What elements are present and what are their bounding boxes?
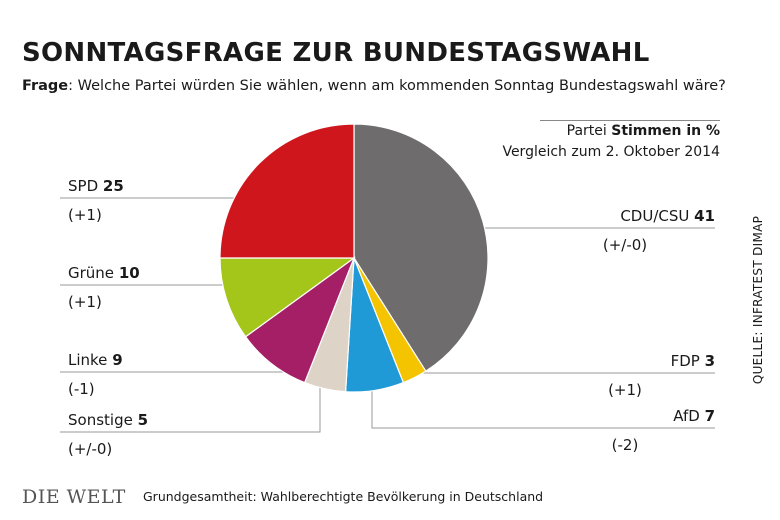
footer-note: Grundgesamtheit: Wahlberechtigte Bevölke… (143, 489, 544, 504)
slice-label-cdu-csu: CDU/CSU 41 (620, 207, 715, 225)
die-welt-logo: DIE WELT (22, 486, 126, 508)
question-line: Frage: Welche Partei würden Sie wählen, … (22, 78, 726, 94)
chart-title: SONNTAGSFRAGE ZUR BUNDESTAGSWAHL (22, 38, 650, 68)
slice-label-grüne: Grüne 10 (68, 264, 140, 282)
legend-line-1: Partei Stimmen in % (502, 121, 720, 142)
legend-party-label: Partei (566, 123, 612, 139)
slice-change-fdp: (+1) (608, 381, 642, 399)
pie-slice-spd (219, 123, 355, 259)
legend-header: Partei Stimmen in % Vergleich zum 2. Okt… (502, 120, 720, 163)
question-text: : Welche Partei würden Sie wählen, wenn … (68, 78, 726, 94)
slice-change-afd: (-2) (612, 436, 639, 454)
leader-line-sonstige (60, 384, 321, 433)
legend-rule (540, 120, 720, 121)
legend-comparison: Vergleich zum 2. Oktober 2014 (502, 144, 720, 160)
slice-change-spd: (+1) (68, 206, 102, 224)
legend-votes-label: Stimmen in % (611, 123, 720, 139)
slice-label-afd: AfD 7 (673, 407, 715, 425)
slice-label-sonstige: Sonstige 5 (68, 411, 148, 429)
pie-slice-grüne (219, 257, 356, 338)
slice-label-linke: Linke 9 (68, 351, 123, 369)
question-label: Frage (22, 78, 69, 94)
pie-slice-cdu-csu (353, 123, 489, 372)
slice-change-sonstige: (+/-0) (68, 440, 112, 458)
slice-change-cdu-csu: (+/-0) (603, 236, 647, 254)
leader-line-afd (371, 384, 715, 429)
source-credit: QUELLE: INFRATEST DIMAP (751, 215, 765, 385)
slice-change-grüne: (+1) (68, 293, 102, 311)
slice-label-spd: SPD 25 (68, 177, 124, 195)
slice-label-fdp: FDP 3 (671, 352, 715, 370)
slice-change-linke: (-1) (68, 380, 95, 398)
